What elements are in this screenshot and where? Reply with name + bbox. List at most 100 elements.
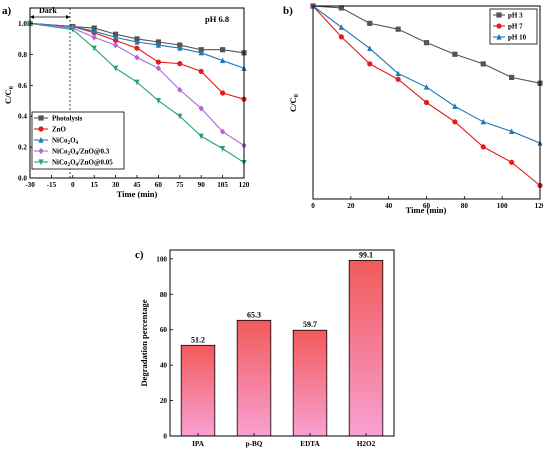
- legend-label: pH 10: [508, 34, 527, 42]
- panel-a-annotation: pH 6.8: [205, 14, 229, 24]
- series-line: [29, 22, 245, 100]
- x-tick-label: 100: [497, 202, 508, 210]
- category-label: EDTA: [300, 440, 320, 448]
- panel-c-plot-frame: [169, 249, 395, 437]
- series-ph-7: [310, 3, 543, 189]
- x-tick-label: 45: [133, 181, 141, 189]
- data-point: [452, 103, 458, 109]
- panel-a-x-label: Time (min): [117, 189, 158, 199]
- data-point: [509, 128, 515, 135]
- legend-marker: [496, 33, 502, 40]
- data-point: [367, 45, 373, 52]
- x-tick-label: 30: [112, 181, 120, 189]
- data-point: [423, 83, 430, 90]
- x-tick-label: -15: [47, 181, 57, 189]
- legend-marker: [38, 147, 44, 155]
- bar-value-label: 99.1: [359, 250, 373, 259]
- data-point: [480, 61, 486, 67]
- data-point: [423, 99, 430, 106]
- data-point: [134, 54, 140, 61]
- bar-edta: [292, 329, 328, 437]
- data-point: [113, 41, 119, 49]
- x-tick-label: -30: [25, 181, 35, 189]
- x-tick-label: 120: [535, 202, 543, 210]
- data-point: [91, 28, 97, 34]
- legend-label: pH 3: [508, 12, 523, 20]
- data-point: [423, 40, 430, 46]
- legend-label: pH 7: [508, 23, 523, 31]
- data-point: [395, 70, 401, 77]
- panel-b-letter: b): [283, 5, 293, 17]
- panel-b-x-label: Time (min): [406, 205, 447, 215]
- data-point: [155, 41, 161, 48]
- data-point: [338, 34, 344, 40]
- legend-marker: [38, 115, 44, 121]
- panel-c: c) 51.2 65.3 59.7 99.1 0 20 40 60 80 100 IPA p-BQ…: [135, 249, 395, 448]
- data-point: [395, 76, 401, 82]
- category-label: H2O2: [357, 440, 376, 448]
- data-point: [220, 146, 226, 152]
- bar-ipa: [180, 344, 216, 437]
- data-point: [177, 86, 183, 94]
- data-point: [509, 74, 515, 81]
- legend-label: NiCo2O4: [52, 137, 79, 147]
- data-point: [220, 90, 226, 96]
- legend-marker: [38, 126, 44, 132]
- data-point: [220, 57, 226, 64]
- x-tick-label: 75: [176, 181, 184, 189]
- data-point: [198, 133, 204, 140]
- x-tick-label: 0: [311, 202, 315, 210]
- x-tick-label: 60: [423, 202, 431, 210]
- x-tick-label: 120: [239, 181, 250, 189]
- series-line: [29, 22, 245, 164]
- data-point: [91, 34, 97, 41]
- bar-p-bq: [236, 319, 272, 437]
- panel-a-letter: a): [2, 5, 12, 17]
- legend-item-ph-7: pH 7: [493, 23, 523, 31]
- data-point: [198, 49, 204, 56]
- data-point: [91, 45, 97, 52]
- data-point: [395, 26, 401, 32]
- data-point: [480, 118, 486, 125]
- y-tick-label: 0.0: [18, 175, 27, 183]
- x-tick-label: 40: [385, 202, 393, 210]
- data-point: [367, 61, 373, 67]
- y-tick-label: 80: [160, 291, 168, 299]
- y-tick-label: 0.2: [18, 144, 27, 152]
- x-tick-label: 0: [71, 181, 75, 189]
- legend-item-zno: ZnO: [34, 126, 67, 134]
- data-point: [134, 38, 140, 45]
- panel-c-letter: c): [135, 249, 144, 261]
- legend-label: Photolysis: [52, 115, 83, 123]
- legend-marker: [496, 12, 502, 18]
- data-point: [70, 27, 76, 33]
- category-label: p-BQ: [246, 440, 263, 448]
- data-point: [480, 144, 486, 150]
- y-tick-label: 20: [160, 397, 168, 405]
- legend-label: NiCo2O4/ZnO@0.05: [52, 159, 113, 169]
- data-point: [452, 119, 458, 125]
- legend-item-ph-10: pH 10: [493, 34, 527, 42]
- panel-b-y-label: C/C0: [288, 94, 300, 112]
- panel-a: a) -30 -15 0 15 30 45 60 75 90 105 120 0.0 0.2 0.4 0.…: [2, 5, 250, 199]
- data-point: [113, 65, 119, 72]
- data-point: [220, 128, 226, 135]
- data-point: [338, 24, 344, 30]
- series-line: [29, 22, 245, 147]
- x-tick-label: 80: [461, 202, 469, 210]
- x-tick-label: 15: [91, 181, 99, 189]
- legend-marker: [496, 23, 502, 29]
- legend-label: NiCo2O4/ZnO@0.3: [52, 148, 110, 158]
- legend-item-nico2o4-zno-0-05: NiCo2O4/ZnO@0.05: [34, 159, 113, 169]
- legend-item-ph-3: pH 3: [493, 12, 523, 20]
- x-tick-label: 60: [155, 181, 163, 189]
- bar-value-label: 59.7: [303, 320, 317, 329]
- data-point: [177, 61, 183, 67]
- x-tick-label: 20: [347, 202, 355, 210]
- bar-value-label: 51.2: [191, 335, 205, 344]
- x-tick-label: 105: [217, 181, 228, 189]
- data-point: [338, 5, 344, 11]
- x-tick-label: 90: [198, 181, 206, 189]
- legend-marker: [38, 136, 44, 143]
